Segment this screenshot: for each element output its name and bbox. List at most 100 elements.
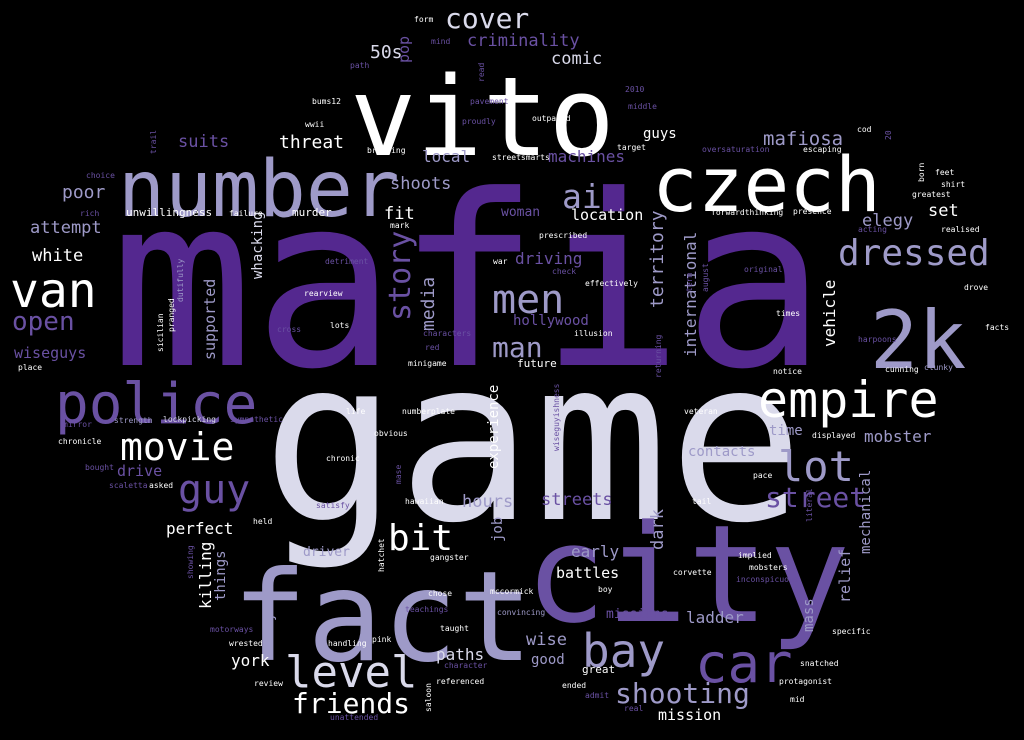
word-check: check (552, 266, 577, 276)
word-proudly: proudly (462, 116, 496, 126)
word-numberplate: numberplate (402, 406, 455, 416)
word-mobster: mobster (864, 427, 932, 447)
word-number: number (118, 144, 400, 235)
word-target: target (617, 142, 646, 152)
word-bay: bay (582, 624, 666, 679)
word-path: path (350, 60, 370, 70)
word-pop: pop (395, 35, 413, 63)
word-trail: trail (149, 129, 158, 154)
word-place: place (18, 362, 43, 372)
word-level: level (285, 646, 418, 698)
word-pace: pace (753, 470, 773, 480)
word-review: review (254, 678, 283, 688)
word-york: york (231, 651, 270, 671)
word-mobsters: mobsters (749, 562, 788, 572)
word-ai: ai (562, 176, 602, 216)
word-story: story (383, 230, 418, 321)
word-convincing: convincing (497, 607, 546, 617)
word-mafiosa: mafiosa (763, 127, 844, 150)
word-police: police (55, 372, 258, 438)
word-briefing: briefing (367, 145, 406, 155)
word-oversaturation: oversaturation (702, 144, 770, 154)
word-protagonist: protagonist (779, 676, 832, 686)
word-vito: vito (350, 53, 615, 181)
word-good: good (531, 651, 565, 668)
word-boy: boy (598, 584, 613, 594)
word-character: character (444, 660, 488, 670)
word-gangster: gangster (430, 552, 469, 562)
word-notice: notice (773, 366, 802, 376)
word-scaletta: scaletta (109, 480, 148, 490)
word-czech: czech (652, 140, 881, 230)
word-detriment: detriment (325, 256, 369, 266)
word-perfect: perfect (166, 519, 234, 539)
word-fit: fit (384, 204, 415, 225)
word-things: things (213, 550, 229, 601)
word-guys: guys (643, 125, 677, 142)
word-threat: threat (279, 131, 345, 153)
word-mind: mind (431, 36, 451, 46)
word-hatchet: hatchet (377, 537, 386, 572)
word-guy: guy (178, 467, 251, 513)
word-admit: admit (585, 690, 610, 700)
word-chose: chose (428, 588, 453, 598)
word-international: international (681, 231, 700, 358)
word-chronic: chronic (326, 453, 360, 463)
word-rearview: rearview (304, 288, 343, 298)
word-mccormick: mccormick (490, 586, 534, 596)
word-machines: machines (548, 147, 626, 167)
word-hours: hours (462, 492, 514, 513)
word-shirt: shirt (941, 179, 966, 189)
word-motorways: motorways (210, 624, 254, 634)
word-contacts: contacts (688, 443, 756, 460)
word-streetsmarts: streetsmarts (492, 152, 550, 162)
word-facts: facts (985, 322, 1010, 332)
word-asked: asked (149, 480, 174, 490)
word-driving: driving (515, 249, 583, 269)
word-pranged: pranged (167, 297, 176, 332)
word-august: august (701, 262, 710, 292)
word-mase: mase (394, 464, 403, 484)
word-tail: tail (692, 496, 712, 506)
word-drive: drive (117, 462, 163, 480)
word-obvious: obvious (374, 428, 408, 438)
word-war: war (493, 256, 508, 266)
word-wise: wise (526, 630, 567, 651)
word-city: city (525, 496, 851, 653)
word-returning: returning (654, 334, 663, 378)
word-territory: territory (647, 210, 668, 308)
word-20: 20 (884, 129, 893, 140)
word-form: form (414, 14, 434, 24)
word-mass: mass (801, 598, 817, 632)
word-game: game (262, 311, 804, 573)
word-minigame: minigame (408, 358, 447, 368)
word-unwillingness: unwillingness (126, 206, 213, 220)
word-harpoons: harpoons (858, 334, 897, 344)
word-displayed: displayed (812, 430, 856, 440)
word-future: future (517, 357, 557, 371)
word-killing: killing (196, 541, 215, 610)
word-friends: friends (292, 686, 411, 720)
word-veteran: veteran (684, 406, 718, 416)
word-2k: 2k (870, 294, 967, 387)
word-driver: driver (303, 544, 350, 560)
word-pavement: pavement (470, 96, 509, 106)
word-time: time (769, 422, 803, 439)
word-failure: failure (229, 208, 263, 218)
word-lots: lots (330, 320, 350, 330)
word-job: job (490, 516, 506, 542)
word-lockpicking: lockpicking (163, 414, 216, 424)
word-effectively: effectively (585, 278, 638, 288)
word-read: read (477, 62, 486, 82)
word-woman: woman (501, 204, 541, 220)
word-dark: dark (648, 509, 668, 551)
word-feet: feet (935, 167, 955, 177)
word-middle: middle (628, 101, 657, 111)
word-50s: 50s (370, 41, 403, 63)
word-suits: suits (178, 132, 230, 153)
word-bought: bought (85, 462, 114, 472)
word-comic: comic (551, 49, 603, 70)
word-greatest: greatest (912, 189, 951, 199)
word-empire: empire (758, 371, 939, 429)
word-great: great (582, 663, 616, 677)
